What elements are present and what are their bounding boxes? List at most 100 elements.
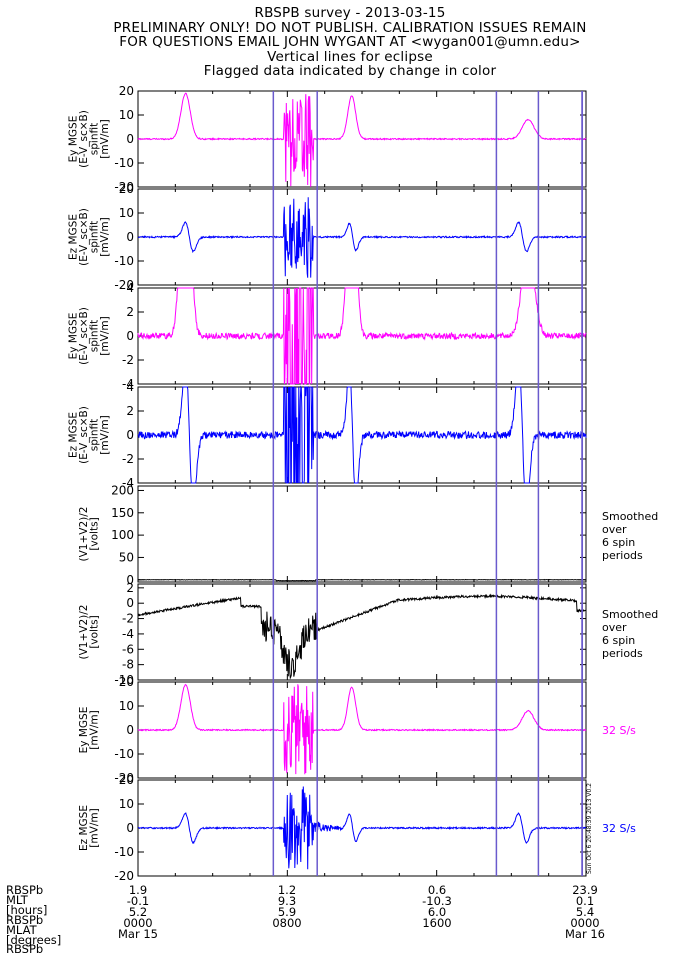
footer-column-3: 0.6 -10.3 6.0 1600: [402, 884, 472, 930]
footer-value: 9.3: [277, 894, 297, 908]
y-axis-label: spinfit: [88, 221, 100, 253]
timestamp-stamp: Sun Oct 6 20:48:39 2013 V0.2: [586, 783, 593, 874]
y-tick-label: 2: [126, 305, 134, 319]
footer-value: 1600: [422, 916, 452, 930]
footer-value: 0000: [570, 916, 600, 930]
y-tick-label: 0: [126, 230, 134, 244]
y-axis-label: Ez MGSE: [67, 214, 79, 260]
series-line: [137, 593, 587, 680]
y-tick-label: -20: [114, 869, 134, 883]
y-tick-label: 0: [126, 428, 134, 442]
panel-frame: [137, 583, 587, 681]
y-tick-label: -2: [122, 353, 134, 367]
y-axis-label: [volts]: [88, 615, 100, 648]
panel-note: 6 spin: [602, 536, 635, 549]
footer-value: 0.1: [575, 894, 595, 908]
y-tick-label: 200: [111, 483, 134, 497]
footer-value: 5.4: [575, 905, 595, 919]
footer-value: 5.9: [277, 905, 297, 919]
y-tick-label: -10: [114, 845, 134, 859]
y-tick-label: -2: [122, 612, 134, 626]
panel-note: periods: [602, 647, 643, 660]
y-tick-label: 50: [119, 550, 134, 564]
y-axis-label: spinfit: [88, 123, 100, 155]
series-line: [137, 578, 586, 582]
y-tick-label: 4: [126, 380, 134, 394]
series-line: [137, 385, 587, 484]
plot-header: RBSPB survey - 2013-03-15 PRELIMINARY ON…: [0, 6, 700, 79]
y-axis-label: (E-V_sc×B): [78, 110, 90, 168]
y-axis-label: [volts]: [88, 517, 100, 550]
y-tick-label: -20: [114, 771, 134, 785]
series-line: [137, 287, 587, 385]
y-tick-label: 2: [126, 404, 134, 418]
panel-note: over: [602, 621, 627, 634]
y-tick-label: -10: [114, 254, 134, 268]
y-axis-label: (E-V_sc×B): [78, 307, 90, 365]
y-tick-label: -10: [114, 673, 134, 687]
y-tick-label: 20: [119, 182, 134, 196]
y-tick-label: 10: [119, 108, 134, 122]
y-axis-label: spinfit: [88, 320, 100, 352]
y-axis-label: Ez MGSE: [67, 412, 79, 458]
footer-ephemeris: RBSPb MLT [hours] RBSPb MLAT [degrees] R…: [0, 882, 700, 955]
y-tick-label: 10: [119, 797, 134, 811]
footer-value: 1.9: [128, 883, 148, 897]
y-axis-label: [mV/m]: [99, 415, 111, 454]
y-tick-label: 10: [119, 699, 134, 713]
series-line: [137, 92, 587, 187]
panel-note: over: [602, 523, 627, 536]
y-axis-label: (E-V_sc×B): [78, 406, 90, 464]
y-tick-label: -4: [122, 627, 134, 641]
footer-value: 5.2: [128, 905, 148, 919]
y-tick-label: -4: [122, 377, 134, 391]
y-axis-label: [mV/m]: [88, 808, 100, 847]
footer-column-2: 1.2 9.3 5.9 0800: [252, 883, 322, 930]
footer-value: -0.1: [126, 894, 150, 908]
header-line-1: RBSPB survey - 2013-03-15: [254, 5, 446, 21]
y-tick-label: 0: [126, 132, 134, 146]
footer-value: 1.2: [277, 883, 297, 897]
y-tick-label: -6: [122, 642, 134, 656]
y-tick-label: -10: [114, 747, 134, 761]
footer-value: 23.9: [572, 883, 598, 897]
panel-note: 32 S/s: [602, 724, 636, 737]
header-line-2: PRELIMINARY ONLY! DO NOT PUBLISH. CALIBR…: [113, 19, 587, 36]
y-tick-label: -20: [114, 278, 134, 292]
series-line: [137, 683, 587, 775]
footer-value: Mar 16: [565, 927, 605, 941]
y-tick-label: 20: [119, 773, 134, 787]
series-line: [138, 786, 587, 870]
y-tick-label: -4: [122, 476, 134, 490]
y-axis-label: Ey MGSE: [78, 707, 90, 754]
footer-value: 0800: [272, 916, 302, 930]
y-tick-label: 10: [119, 206, 134, 220]
header-line-5: Flagged data indicated by change in colo…: [203, 63, 497, 79]
y-axis-label: Ey MGSE: [67, 116, 79, 163]
y-axis-label: Ez MGSE: [78, 805, 90, 851]
series-line: [137, 197, 587, 278]
panel-frame: [137, 485, 587, 583]
y-tick-label: 20: [119, 84, 134, 98]
header-line-4: Vertical lines for eclipse: [267, 48, 433, 65]
y-axis-label: [mV/m]: [99, 119, 111, 158]
y-tick-label: 20: [119, 675, 134, 689]
footer-value: Mar 15: [118, 927, 158, 941]
panel-note: Smoothed: [602, 608, 658, 621]
y-axis-label: spinfit: [88, 419, 100, 451]
footer-value: 0000: [123, 916, 153, 930]
panel-note: Smoothed: [602, 510, 658, 523]
y-tick-label: 100: [111, 528, 134, 542]
footer-row-label: RBSPb: [6, 942, 44, 956]
panel-note: 6 spin: [602, 634, 635, 647]
y-tick-label: 0: [126, 573, 134, 587]
y-axis-label: (E-V_sc×B): [78, 208, 90, 266]
footer-row-label: MLT: [6, 893, 28, 907]
y-axis-label: [mV/m]: [99, 316, 111, 355]
y-axis-label: (V1+V2)/2: [78, 507, 90, 562]
y-tick-label: 4: [126, 281, 134, 295]
y-tick-label: -10: [114, 156, 134, 170]
footer-column-1: 1.9 -0.1 5.2 0000 Mar 15: [103, 883, 173, 941]
footer-value: -10.3: [422, 894, 452, 908]
